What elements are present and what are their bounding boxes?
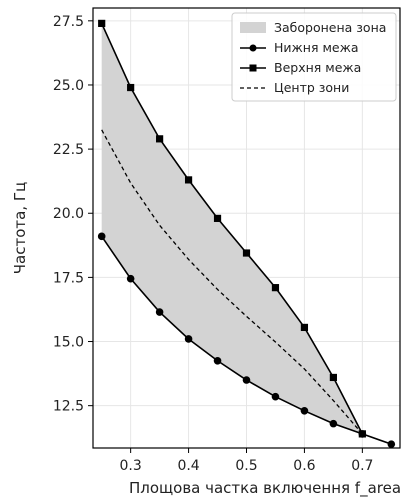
y-axis-ticks: 12.5 15.0 17.5 20.0 22.5 25.0 27.5 <box>53 14 93 415</box>
y-tick-label-0: 12.5 <box>53 399 84 415</box>
point-lower-bound-2 <box>156 308 164 316</box>
point-lower-bound-10 <box>388 440 396 448</box>
y-tick-label-3: 20.0 <box>53 206 84 222</box>
legend-marker-lower-bound <box>250 45 257 52</box>
point-upper-bound-8 <box>330 374 337 381</box>
legend-label-upper-bound: Верхня межа <box>274 60 361 75</box>
y-axis-label: Частота, Гц <box>11 182 29 274</box>
x-tick-label-4: 0.7 <box>351 458 373 474</box>
x-axis-label: Площова частка включення f_area <box>129 479 401 498</box>
point-upper-bound-6 <box>272 284 279 291</box>
point-upper-bound-7 <box>301 324 308 331</box>
y-tick-label-2: 17.5 <box>53 270 84 286</box>
point-lower-bound-5 <box>243 376 251 384</box>
legend-swatch-forbidden-zone <box>240 22 266 33</box>
x-tick-label-1: 0.4 <box>177 458 199 474</box>
x-tick-label-2: 0.5 <box>235 458 257 474</box>
point-lower-bound-8 <box>330 420 338 428</box>
point-upper-bound-4 <box>214 215 221 222</box>
point-lower-bound-6 <box>272 393 280 401</box>
legend: Заборонена зона Нижня межа Верхня межа Ц… <box>232 13 396 101</box>
legend-label-zone-center: Центр зони <box>274 80 349 95</box>
y-tick-label-1: 15.0 <box>53 335 84 351</box>
point-lower-bound-7 <box>301 407 309 415</box>
y-tick-label-6: 27.5 <box>53 14 84 30</box>
point-upper-bound-1 <box>127 84 134 91</box>
point-lower-bound-4 <box>214 357 222 365</box>
legend-marker-upper-bound <box>250 65 257 72</box>
y-tick-label-4: 22.5 <box>53 142 84 158</box>
y-tick-label-5: 25.0 <box>53 78 84 94</box>
legend-label-forbidden-zone: Заборонена зона <box>274 20 386 35</box>
x-axis-ticks: 0.3 0.4 0.5 0.6 0.7 <box>120 448 374 474</box>
point-upper-bound-5 <box>243 249 250 256</box>
point-lower-bound-0 <box>98 233 106 241</box>
point-lower-bound-1 <box>127 275 135 283</box>
point-upper-bound-9 <box>359 430 366 437</box>
x-tick-label-3: 0.6 <box>293 458 315 474</box>
point-upper-bound-3 <box>185 176 192 183</box>
x-tick-label-0: 0.3 <box>120 458 142 474</box>
point-upper-bound-2 <box>156 135 163 142</box>
point-lower-bound-3 <box>185 335 193 343</box>
point-upper-bound-0 <box>98 20 105 27</box>
legend-label-lower-bound: Нижня межа <box>274 40 359 55</box>
